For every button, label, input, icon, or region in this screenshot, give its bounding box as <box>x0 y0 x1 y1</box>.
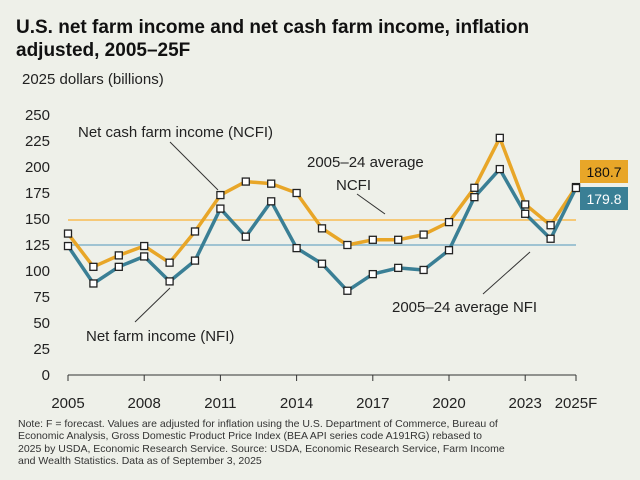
note-line-2: Economic Analysis, Gross Domestic Produc… <box>18 430 482 443</box>
series-1-point-17 <box>495 164 504 174</box>
chart-note: Note: F = forecast. Values are adjusted … <box>18 418 630 468</box>
y-tick-label-10: 250 <box>25 107 50 124</box>
series-1-point-12 <box>368 269 377 279</box>
nfi-average-label: 2005–24 average NFI <box>392 299 537 316</box>
series-1-point-9 <box>292 243 301 253</box>
y-tick-label-6: 150 <box>25 211 50 228</box>
y-tick-label-9: 225 <box>25 133 50 150</box>
series-1-point-18 <box>521 209 530 218</box>
series-1-point-8 <box>267 197 276 206</box>
series-1-point-6 <box>216 204 225 213</box>
series-0-point-19 <box>546 221 555 230</box>
ncfi-callout: Net cash farm income (NCFI) <box>78 124 273 191</box>
series-1-point-14 <box>419 265 428 275</box>
series-1-point-2 <box>114 262 123 271</box>
ncfi-value-box <box>580 160 628 183</box>
series-1-point-10 <box>317 259 327 268</box>
series-0-point-7 <box>241 177 250 186</box>
series-0-point-17 <box>495 133 504 143</box>
series-1-point-4 <box>165 277 174 286</box>
series-0-point-2 <box>114 251 123 260</box>
series-0-point-0 <box>63 229 73 238</box>
y-tick-label-5: 125 <box>25 237 50 254</box>
series-0-point-4 <box>165 258 174 267</box>
series-1-point-13 <box>394 263 403 273</box>
series-0-point-6 <box>216 190 225 200</box>
x-tick-label-5: 2020 <box>432 395 465 412</box>
x-tick-label-2: 2011 <box>204 395 236 412</box>
series-0-point-16 <box>470 183 479 192</box>
ncfi-value-text: 180.7 <box>586 164 621 180</box>
chart-title-line-2: adjusted, 2005–25F <box>16 40 190 61</box>
series-1-point-0 <box>63 241 73 251</box>
ncfi-average-label-1: 2005–24 average <box>307 154 424 171</box>
series-0-point-11 <box>343 240 352 250</box>
series-0-point-12 <box>368 235 377 244</box>
x-axis-ticks: 2005 2008 2011 2014 2017 2020 2023 2025F <box>51 375 597 412</box>
series-0-point-10 <box>317 224 327 233</box>
line-chart: U.S. net farm income and net cash farm i… <box>16 17 628 412</box>
series-1-point-3 <box>140 252 149 261</box>
ncfi-average-leader-line <box>356 193 386 215</box>
note-line-1: Note: F = forecast. Values are adjusted … <box>18 418 498 430</box>
y-tick-label-7: 175 <box>25 185 50 202</box>
x-tick-label-1: 2008 <box>128 395 161 412</box>
series-0-point-8 <box>267 179 276 188</box>
series-1-point-19 <box>546 234 555 243</box>
series-0-point-9 <box>292 188 301 198</box>
y-tick-label-2: 50 <box>33 315 50 332</box>
y-tick-label-8: 200 <box>25 159 50 176</box>
nfi-average-callout: 2005–24 average NFI <box>392 251 537 316</box>
note-line-4: and Wealth Statistics. Data as of Septem… <box>18 455 262 468</box>
y-tick-label-4: 100 <box>25 263 50 280</box>
series-1-point-7 <box>241 232 250 241</box>
data-points <box>63 133 581 295</box>
series-0-point-13 <box>394 235 403 244</box>
ncfi-series-label: Net cash farm income (NCFI) <box>78 124 273 141</box>
ncfi-average-label-2: NCFI <box>336 177 371 194</box>
series-0-point-5 <box>190 227 200 236</box>
series-0-point-1 <box>89 262 98 271</box>
series-1-point-1 <box>89 279 98 288</box>
ncfi-value-label: 180.7 <box>580 160 628 183</box>
series-1-point-11 <box>343 286 352 295</box>
x-tick-label-7: 2025F <box>555 395 598 412</box>
series-0-point-3 <box>140 241 149 251</box>
series-0-point-14 <box>419 230 428 239</box>
chart-title-line-1: U.S. net farm income and net cash farm i… <box>16 17 529 38</box>
y-axis-ticks: 0 25 50 75 100 125 150 175 200 225 250 <box>25 107 50 384</box>
y-tick-label-0: 0 <box>42 367 50 384</box>
ncfi-average-callout: 2005–24 average NCFI <box>307 154 424 215</box>
reference-lines <box>68 219 576 246</box>
ncfi-leader-line <box>169 141 219 191</box>
y-tick-label-1: 25 <box>33 341 50 358</box>
series-1-point-15 <box>444 246 454 255</box>
series-1-point-20 <box>571 183 581 193</box>
nfi-average-leader-line <box>482 251 531 295</box>
nfi-value-text: 179.8 <box>586 191 621 207</box>
nfi-leader-line <box>134 287 171 323</box>
y-tick-label-3: 75 <box>33 289 50 306</box>
series-0-point-18 <box>521 200 530 209</box>
x-tick-label-6: 2023 <box>509 395 542 412</box>
nfi-callout: Net farm income (NFI) <box>86 287 234 345</box>
nfi-series-label: Net farm income (NFI) <box>86 328 234 345</box>
y-axis-label: 2025 dollars (billions) <box>22 71 164 88</box>
x-tick-label-0: 2005 <box>51 395 84 412</box>
series-1-point-5 <box>190 256 200 265</box>
note-line-3: 2025 by USDA, Economic Research Service.… <box>18 442 505 455</box>
nfi-value-label: 179.8 <box>580 187 628 210</box>
x-tick-label-3: 2014 <box>280 395 313 412</box>
series-0-point-15 <box>444 217 454 227</box>
x-tick-label-4: 2017 <box>356 395 389 412</box>
nfi-value-box <box>580 187 628 210</box>
series-1-point-16 <box>470 193 479 202</box>
